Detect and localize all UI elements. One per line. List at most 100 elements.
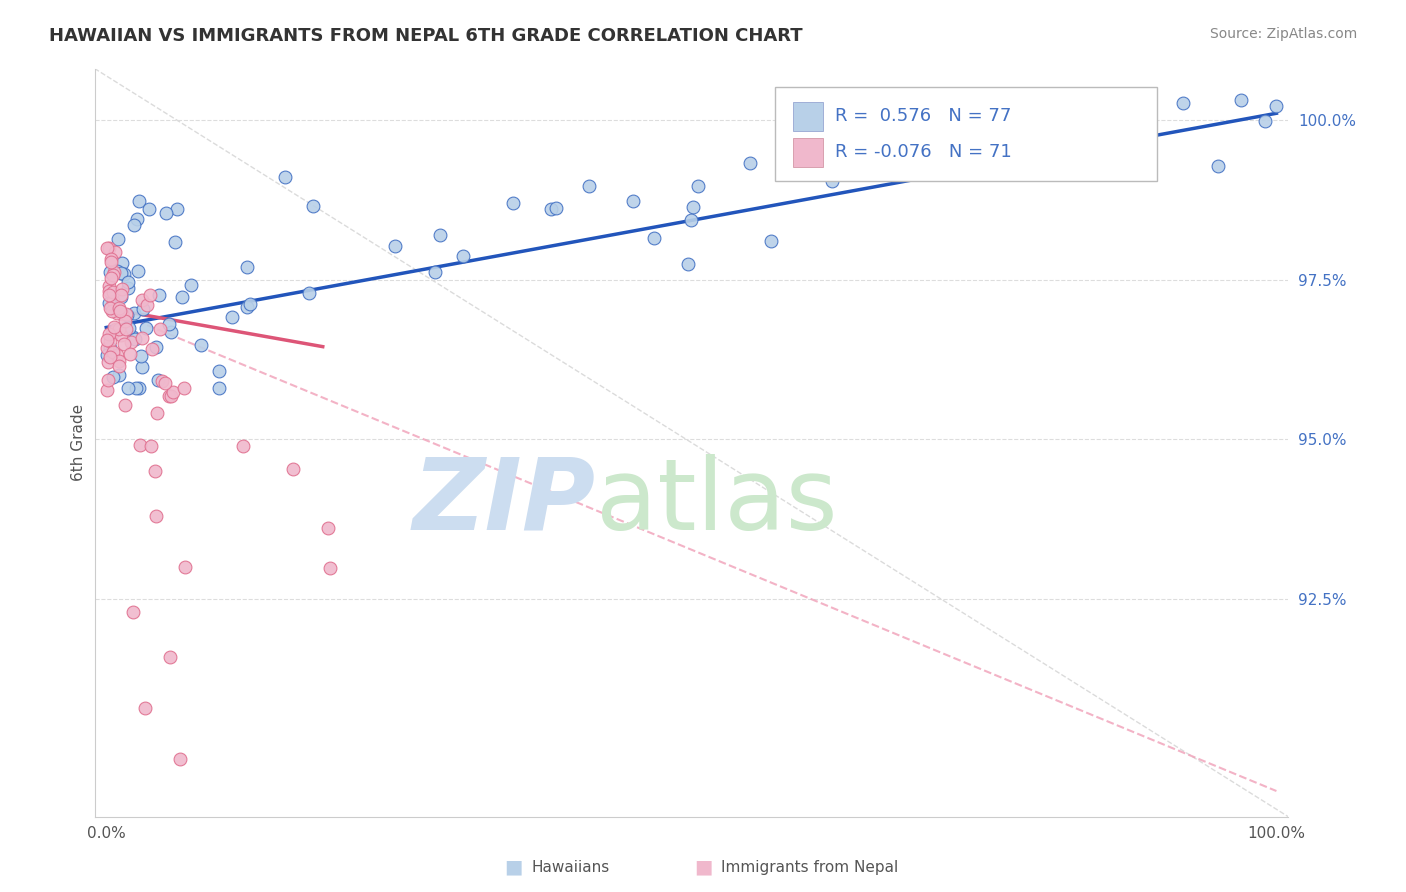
Point [173,381,195,395]
Point [97,355,120,369]
Point [145,340,167,354]
Point [108,322,131,336]
Point [134,701,156,715]
Point [146,406,169,420]
Point [124,306,146,320]
Point [274,170,297,185]
Point [136,298,159,312]
Point [155,206,177,220]
Point [1254,114,1277,128]
Point [1054,163,1077,178]
Point [162,385,184,400]
Point [107,368,129,382]
Point [131,359,153,374]
Point [316,521,339,535]
Point [686,179,709,194]
Point [117,381,139,395]
Point [135,320,157,334]
Point [157,317,180,331]
Point [112,336,135,351]
Point [117,281,139,295]
Point [115,309,138,323]
Point [239,297,262,311]
Point [429,228,451,243]
Point [129,438,152,452]
Point [103,319,125,334]
Point [174,560,197,574]
Point [97,326,120,341]
Point [108,354,131,368]
Point [122,330,145,344]
Point [120,335,142,350]
Point [96,241,118,255]
Point [578,179,600,194]
Point [97,284,120,298]
Point [160,325,183,339]
Point [1265,98,1288,112]
Text: HAWAIIAN VS IMMIGRANTS FROM NEPAL 6TH GRADE CORRELATION CHART: HAWAIIAN VS IMMIGRANTS FROM NEPAL 6TH GR… [49,27,803,45]
Point [101,294,124,309]
Point [97,373,120,387]
Point [96,342,118,356]
Point [169,752,191,766]
Point [973,142,995,156]
Point [681,213,703,227]
Point [148,322,170,336]
Bar [793,138,823,167]
Point [108,359,131,374]
Point [98,341,121,355]
Point [159,649,181,664]
Text: Hawaiians: Hawaiians [531,860,610,874]
Point [101,345,124,359]
Point [100,254,122,268]
Point [98,296,121,310]
Point [110,290,132,304]
Point [129,349,152,363]
Point [1230,94,1253,108]
Point [131,293,153,307]
Point [115,307,138,321]
Point [131,330,153,344]
Point [118,321,141,335]
Point [101,370,124,384]
Point [540,202,562,216]
Text: Immigrants from Nepal: Immigrants from Nepal [721,860,898,874]
Point [676,257,699,271]
Point [643,231,665,245]
Point [98,264,121,278]
Point [124,332,146,346]
Point [221,310,243,325]
Point [682,200,704,214]
Point [146,374,169,388]
Point [128,381,150,395]
Point [108,301,131,315]
Point [143,464,166,478]
Point [114,313,136,327]
Point [100,252,122,266]
Point [139,287,162,301]
Point [105,348,128,362]
Point [103,265,125,279]
Point [96,348,118,362]
Point [98,278,121,293]
Text: R =  0.576   N = 77: R = 0.576 N = 77 [835,107,1011,126]
Point [125,381,148,395]
Point [101,285,124,300]
Point [100,326,122,341]
Point [298,285,321,300]
Point [96,334,118,348]
Point [98,241,121,255]
Point [141,342,163,356]
Point [623,194,645,208]
Text: ZIP: ZIP [413,454,596,551]
Point [451,249,474,263]
Point [110,328,132,343]
Point [738,155,761,169]
Point [124,218,146,232]
Point [180,278,202,293]
Point [117,276,139,290]
Point [207,364,229,378]
Point [98,288,121,302]
Point [283,462,305,476]
Point [122,605,145,619]
